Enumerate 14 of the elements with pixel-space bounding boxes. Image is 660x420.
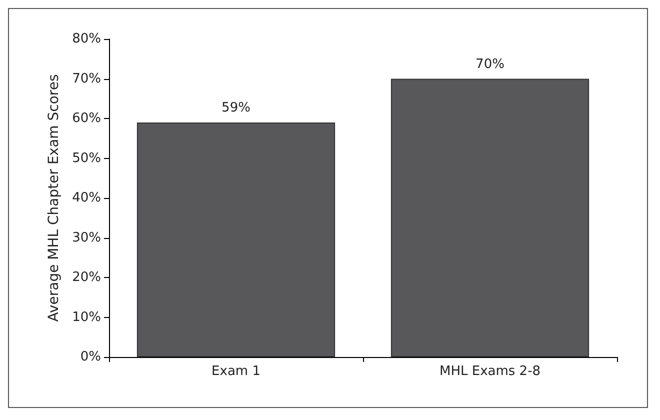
y-tick-label: 10% — [72, 310, 101, 325]
data-label: 70% — [476, 56, 504, 72]
x-tick-label: MHL Exams 2-8 — [439, 364, 541, 379]
x-tick-label: Exam 1 — [212, 364, 260, 379]
y-tick-label: 0% — [80, 350, 101, 364]
y-tick-label: 50% — [72, 150, 101, 166]
y-axis-title: Average MHL Chapter Exam Scores — [46, 74, 62, 322]
y-tick-label: 40% — [72, 190, 101, 206]
y-tick-label: 20% — [72, 270, 101, 285]
data-label: 59% — [222, 100, 250, 116]
y-tick-label: 60% — [72, 111, 101, 126]
y-tick-label: 80% — [72, 32, 101, 46]
y-tick-label: 30% — [72, 230, 101, 246]
y-tick-label: 70% — [72, 71, 101, 86]
